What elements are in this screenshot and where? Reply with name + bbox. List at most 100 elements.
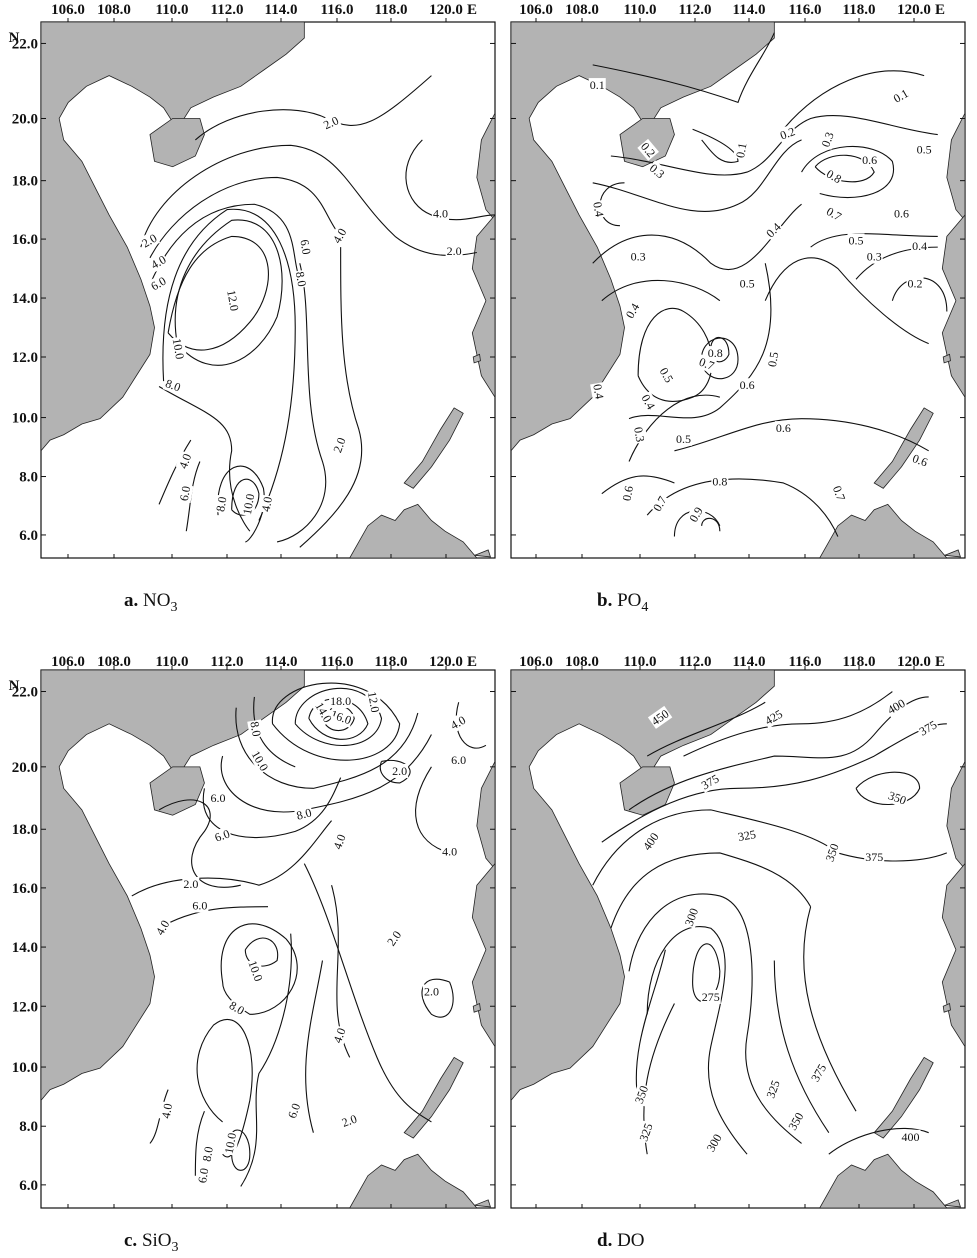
- land-mass: [947, 761, 965, 869]
- lat-tick-label: 16.0: [12, 881, 38, 897]
- contour-line: [277, 263, 326, 542]
- contour-label: 12.0: [224, 289, 241, 312]
- contour-label: 0.3: [631, 250, 646, 264]
- contour-label: 2.0: [139, 231, 159, 251]
- lon-tick-label: 106.0: [51, 2, 85, 18]
- land-mass: [473, 354, 480, 363]
- lat-tick-label: 14.0: [12, 940, 38, 956]
- land-mass: [942, 215, 965, 397]
- land-mass: [41, 670, 304, 1100]
- contour-label: 2.0: [340, 1112, 359, 1130]
- land-mass: [150, 767, 204, 815]
- contour-label: 8.0: [247, 720, 263, 737]
- panel-b: 0.10.10.10.20.20.30.30.60.50.80.7 0.60.40…: [510, 2, 966, 615]
- contour-line: [300, 247, 362, 547]
- contour-line: [674, 419, 928, 451]
- lon-tick-label: 116.0: [321, 2, 354, 18]
- contour-label: 0.6: [911, 451, 930, 469]
- contour-label: 6.0: [195, 1167, 211, 1184]
- contour-line: [593, 140, 802, 212]
- contour-line: [272, 683, 399, 760]
- contour-label: 8.0: [227, 998, 247, 1018]
- panel-caption: c. SiO3: [124, 1230, 179, 1255]
- contour-label: 325: [636, 1121, 655, 1143]
- contour-line: [295, 688, 381, 745]
- contour-line: [593, 810, 947, 885]
- lon-tick-label: 112.0: [211, 2, 244, 18]
- contour-line: [241, 934, 292, 1187]
- contour-label: 0.5: [740, 276, 755, 290]
- contour-line: [456, 702, 486, 748]
- contour-label: 6.0: [192, 898, 207, 912]
- contour-label: 0.5: [657, 365, 677, 385]
- contour-line: [856, 772, 920, 804]
- contour-label: 275: [702, 990, 720, 1004]
- contour-line: [783, 71, 924, 129]
- land-mass: [874, 408, 933, 488]
- panel-caption: d. DO: [597, 1230, 645, 1251]
- contour-line: [232, 479, 259, 515]
- contour-line: [195, 1111, 204, 1176]
- contour-label: 2.0: [330, 436, 348, 455]
- contour-line: [159, 800, 241, 887]
- lat-tick-label: 18.0: [12, 822, 38, 838]
- contour-line: [611, 853, 811, 928]
- lat-tick-label: 20.0: [12, 111, 38, 127]
- contour-line: [132, 821, 332, 896]
- contour-label: 0.5: [676, 432, 691, 446]
- contour-label: 0.1: [891, 86, 911, 106]
- contour-label: 0.4: [638, 392, 658, 412]
- contour-label: 4.0: [330, 1026, 348, 1045]
- contour-label: 6.0: [148, 274, 168, 294]
- contour-label: 10.0: [222, 1132, 239, 1155]
- contour-label: 0.8: [708, 346, 723, 360]
- lon-tick-label: 118.0: [375, 2, 408, 18]
- contour-line: [647, 479, 838, 537]
- contour-label: 4.0: [259, 496, 275, 513]
- contour-label: 6.0: [177, 485, 193, 502]
- contour-label: 6.0: [213, 826, 232, 844]
- lon-unit-label: E: [935, 2, 945, 18]
- contour-label: 10.0: [245, 959, 265, 984]
- contour-line: [422, 979, 453, 1017]
- contour-label: 8.0: [293, 270, 309, 287]
- lon-tick-label: 114.0: [733, 2, 766, 18]
- land-mass: [945, 550, 961, 557]
- contour-label: 375: [865, 850, 883, 864]
- contour-line: [218, 466, 265, 542]
- contour-label: 0.3: [818, 130, 836, 149]
- land-mass: [475, 1200, 491, 1207]
- contour-line: [629, 263, 771, 418]
- contour-label: 4.0: [330, 832, 348, 851]
- contour-label: 2.0: [447, 244, 462, 258]
- lon-tick-label: 118.0: [375, 654, 408, 670]
- contour-line: [168, 236, 268, 350]
- lon-tick-label: 116.0: [321, 654, 354, 670]
- lat-tick-label: 6.0: [19, 528, 38, 544]
- lon-tick-label: 116.0: [789, 2, 822, 18]
- land-mass: [150, 118, 204, 166]
- land-mass: [945, 1200, 961, 1207]
- contour-line: [774, 961, 828, 1133]
- contour-label: 8.0: [213, 496, 229, 513]
- land-mass: [473, 1004, 480, 1013]
- contour-line: [804, 907, 856, 1111]
- lat-tick-label: 22.0: [12, 685, 38, 701]
- contour-label: 12.0: [365, 691, 382, 714]
- contour-label: 0.3: [867, 250, 882, 264]
- contour-line: [636, 950, 665, 1101]
- contour-line: [702, 518, 720, 531]
- contour-label: 325: [763, 1078, 782, 1100]
- lon-tick-label: 118.0: [843, 2, 876, 18]
- contour-label: 0.1: [590, 78, 605, 92]
- contour-label: 4.0: [448, 713, 468, 733]
- lat-tick-label: 22.0: [12, 36, 38, 52]
- contour-label: 0.1: [733, 142, 749, 159]
- contour-line: [629, 395, 720, 461]
- contour-label: 0.5: [849, 234, 864, 248]
- lat-tick-label: 8.0: [19, 470, 38, 486]
- contour-label: 4.0: [433, 207, 448, 221]
- contour-line: [159, 386, 250, 531]
- contour-label: 350: [886, 788, 908, 807]
